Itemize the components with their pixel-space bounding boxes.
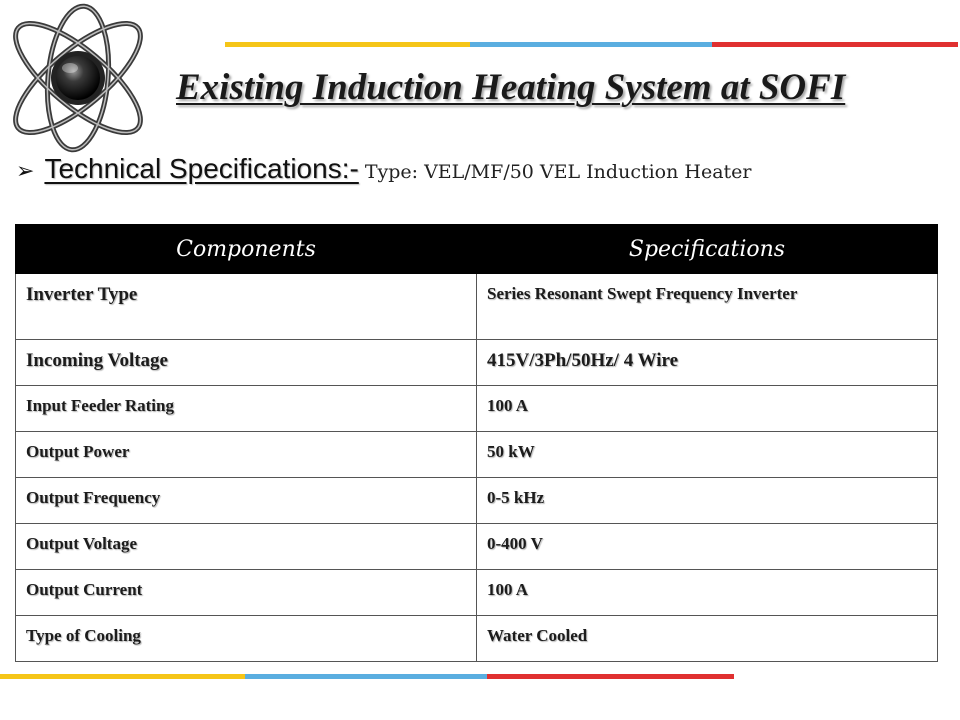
top-stripe-yellow — [225, 42, 470, 47]
table-row: Output Voltage 0-400 V — [15, 523, 938, 570]
specification-cell: Series Resonant Swept Frequency Inverter — [476, 273, 938, 340]
component-cell: Output Voltage — [15, 523, 477, 570]
specification-cell: 50 kW — [476, 431, 938, 478]
bottom-stripe-yellow — [0, 674, 245, 679]
specifications-table: Components Specifications Inverter Type … — [15, 224, 938, 662]
page-title: Existing Induction Heating System at SOF… — [176, 67, 846, 108]
specification-cell: 100 A — [476, 569, 938, 616]
specification-cell: 0-5 kHz — [476, 477, 938, 524]
component-cell: Output Current — [15, 569, 477, 616]
component-cell: Input Feeder Rating — [15, 385, 477, 432]
section-heading: Technical Specifications:- — [44, 153, 359, 184]
table-row: Input Feeder Rating 100 A — [15, 385, 938, 432]
table-row: Incoming Voltage 415V/3Ph/50Hz/ 4 Wire — [15, 339, 938, 386]
component-cell: Output Frequency — [15, 477, 477, 524]
table-row: Inverter Type Series Resonant Swept Freq… — [15, 273, 938, 340]
atom-icon — [13, 3, 143, 153]
table-row: Type of Cooling Water Cooled — [15, 615, 938, 662]
table-row: Output Power 50 kW — [15, 431, 938, 478]
table-row: Output Current 100 A — [15, 569, 938, 616]
top-stripe-blue — [470, 42, 712, 47]
component-cell: Incoming Voltage — [15, 339, 477, 386]
specification-cell: 0-400 V — [476, 523, 938, 570]
component-cell: Inverter Type — [15, 273, 477, 340]
specification-cell: Water Cooled — [476, 615, 938, 662]
header-components: Components — [15, 224, 477, 274]
bottom-stripe-red — [487, 674, 734, 679]
specification-cell: 100 A — [476, 385, 938, 432]
specification-cell: 415V/3Ph/50Hz/ 4 Wire — [476, 339, 938, 386]
spec-line: ➢ Technical Specifications:- Type: VEL/M… — [16, 153, 752, 185]
table-row: Output Frequency 0-5 kHz — [15, 477, 938, 524]
component-cell: Type of Cooling — [15, 615, 477, 662]
component-cell: Output Power — [15, 431, 477, 478]
table-header-row: Components Specifications — [15, 224, 938, 274]
heater-type: Type: VEL/MF/50 VEL Induction Heater — [364, 161, 752, 183]
bottom-stripe-blue — [245, 674, 487, 679]
arrow-bullet-icon: ➢ — [16, 159, 35, 184]
top-stripe-red — [712, 42, 958, 47]
header-specifications: Specifications — [476, 224, 938, 274]
